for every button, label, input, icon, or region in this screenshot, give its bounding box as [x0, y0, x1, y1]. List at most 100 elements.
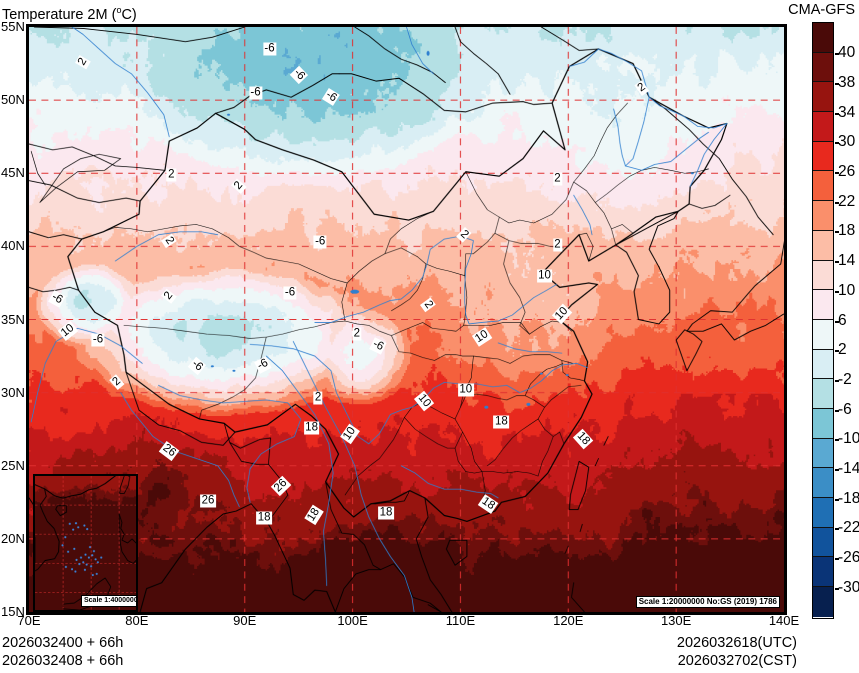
contour-label: 18 [256, 511, 273, 525]
inset-map-canvas [35, 476, 136, 610]
init-time-line2: 2026032408 + 66h [2, 653, 124, 669]
contour-label: 2 [313, 391, 323, 405]
contour-label: 2 [352, 327, 362, 341]
contour-label: -6 [248, 86, 263, 100]
colorbar-tick-38: 38 [838, 73, 856, 91]
colorbar-tick-minus14: -14 [838, 460, 859, 477]
south-china-sea-inset[interactable]: Scale 1:40000000 [33, 474, 138, 612]
colorbar-tickmark [835, 142, 839, 145]
colorbar-tick-minus18: -18 [838, 489, 859, 507]
contour-label: 18 [303, 421, 320, 435]
colorbar-tickmark [835, 261, 839, 264]
colorbar-tickmark [835, 82, 839, 85]
colorbar-band--2 [813, 379, 833, 409]
contour-label: -6 [262, 42, 277, 56]
page-title: Temperature 2M (oC) [2, 0, 137, 23]
colorbar-band-14 [813, 260, 833, 291]
lat-tick-50n: 50N [1, 92, 25, 108]
colorbar-tick-minus30: -30 [838, 578, 859, 596]
colorbar-band--18 [813, 498, 833, 528]
contour-label: 18 [493, 415, 510, 429]
colorbar-tick-2: 2 [838, 341, 847, 359]
colorbar-tickmark [835, 498, 839, 501]
contour-label: 2 [552, 238, 563, 252]
temperature-colorbar[interactable] [812, 22, 834, 619]
colorbar-tickmark [835, 379, 839, 382]
colorbar-tickmark [835, 528, 839, 531]
page-title-label: Temperature 2M ( [2, 6, 117, 23]
colorbar-band-34 [813, 112, 833, 142]
colorbar-band-18 [813, 230, 833, 261]
colorbar-tick-34: 34 [838, 103, 856, 121]
colorbar-tickmark [835, 320, 839, 323]
colorbar-band--6 [813, 408, 833, 439]
colorbar-tick-18: 18 [838, 222, 856, 240]
contour-label: 10 [536, 269, 553, 283]
lat-tick-30n: 30N [1, 384, 25, 400]
temperature-heatmap-canvas [29, 27, 784, 612]
contour-label: 18 [378, 506, 394, 520]
colorbar-tick-22: 22 [838, 192, 856, 210]
lon-tick-120e: 120E [553, 613, 584, 628]
colorbar-tickmark [835, 439, 839, 442]
colorbar-band-2 [813, 349, 833, 380]
colorbar-tick-minus22: -22 [838, 519, 859, 537]
colorbar-band--30 [813, 587, 833, 617]
model-label: CMA-GFS [788, 2, 855, 18]
colorbar-tick-6: 6 [838, 311, 847, 329]
lon-tick-130e: 130E [660, 613, 692, 628]
colorbar-tick-14: 14 [838, 252, 856, 270]
page-title-unit: C) [121, 6, 137, 23]
colorbar-tickmark [835, 231, 839, 234]
colorbar-tickmark [835, 350, 839, 353]
colorbar-tick-minus2: -2 [838, 370, 852, 388]
colorbar-tickmark [835, 290, 839, 293]
colorbar-tickmark [835, 172, 839, 174]
colorbar-tick-30: 30 [838, 133, 856, 151]
colorbar-band-42 [813, 23, 833, 53]
lon-tick-100e: 100E [337, 613, 368, 628]
contour-label: -6 [313, 235, 327, 249]
map-panel[interactable]: 2 -6 -6 -6 -6 2 2 2 2 2 2 2 -6 -6 10 -6 2 -6 2 2 -6 -6 -6 2 2 10 1… [26, 24, 787, 615]
colorbar-tick-40: 40 [838, 44, 856, 62]
lat-tick-15n: 15N [1, 604, 25, 619]
lon-tick-90e: 90E [233, 613, 257, 628]
contour-label: -6 [91, 333, 105, 347]
colorbar-tickmark [835, 409, 839, 412]
colorbar-band--26 [813, 557, 833, 588]
colorbar-band-22 [813, 201, 833, 231]
colorbar-tickmark [835, 201, 839, 204]
colorbar-band-38 [813, 82, 833, 113]
lon-tick-80e: 80E [125, 613, 149, 628]
lat-tick-35n: 35N [1, 311, 25, 327]
colorbar-band-10 [813, 290, 833, 320]
contour-label: 10 [457, 383, 474, 397]
valid-time-utc: 2026032618(UTC) [676, 635, 797, 651]
colorbar-band-40 [813, 52, 833, 83]
contour-label: 26 [200, 494, 216, 508]
colorbar-tickmark [835, 53, 839, 56]
map-scale-label: Scale 1:20000000 No:GS (2019) 1786 [635, 596, 780, 608]
colorbar-tick-26: 26 [838, 163, 856, 180]
inset-scale-label: Scale 1:40000000 [81, 595, 136, 607]
lat-tick-45n: 45N [1, 165, 25, 181]
lat-tick-40n: 40N [1, 238, 25, 254]
lon-tick-110e: 110E [445, 613, 476, 628]
lon-tick-140e: 140E [768, 613, 800, 628]
colorbar-band--14 [813, 468, 833, 498]
colorbar-tick-minus26: -26 [838, 549, 859, 567]
degree-symbol: o [116, 5, 122, 15]
contour-label: 2 [552, 172, 563, 186]
colorbar-band--22 [813, 527, 833, 558]
lat-tick-55n: 55N [1, 19, 25, 34]
contour-label: -6 [283, 286, 297, 300]
colorbar-band-30 [813, 141, 833, 172]
lat-tick-25n: 25N [1, 457, 25, 473]
init-time-line1: 2026032400 + 66h [2, 635, 124, 651]
lon-tick-70e: 70E [17, 613, 41, 628]
lat-tick-20n: 20N [1, 530, 25, 546]
colorbar-tick-10: 10 [838, 281, 856, 299]
colorbar-tickmark [835, 469, 839, 471]
colorbar-tickmark [835, 112, 839, 115]
colorbar-band-26 [813, 171, 833, 202]
